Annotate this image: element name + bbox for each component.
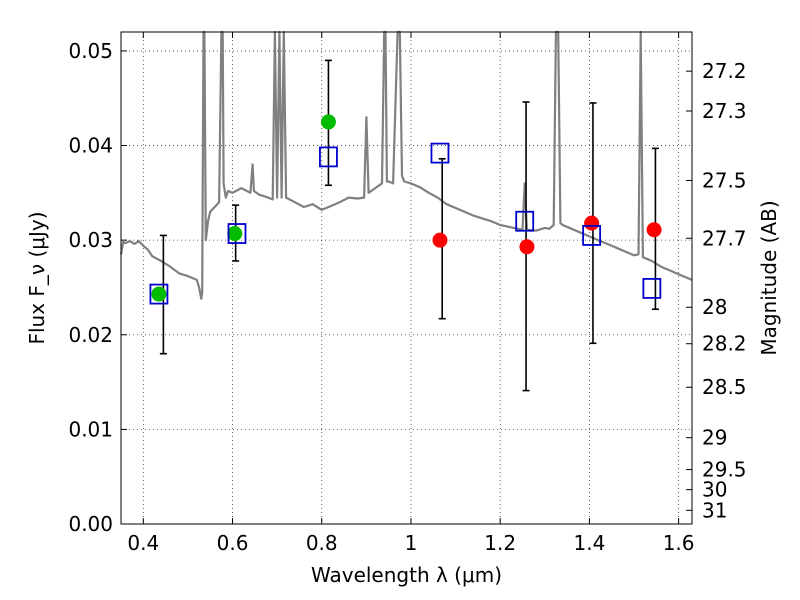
- grid: [121, 32, 692, 525]
- y-tick-label: 0.00: [68, 512, 113, 536]
- model-spectrum: [119, 30, 693, 300]
- data-point-square: [515, 210, 535, 232]
- y2-tick-label: 27.2: [702, 59, 747, 83]
- data-point-circle: [519, 239, 535, 255]
- y2-axis-label: Magnitude (AB): [757, 200, 781, 355]
- data-point-circle: [432, 232, 448, 248]
- y2-tick-label: 31: [702, 498, 727, 522]
- y-axis-label: Flux F_ν (μJy): [25, 211, 49, 344]
- x-tick-label: 1.6: [663, 531, 695, 555]
- y2-tick-label: 27.3: [702, 99, 747, 123]
- y2-tick-label: 27.7: [702, 226, 747, 250]
- data-markers: [149, 114, 662, 305]
- x-tick-label: 1.2: [484, 531, 516, 555]
- y2-tick-label: 28: [702, 295, 727, 319]
- x-axis-label: Wavelength λ (μm): [311, 563, 502, 587]
- y2-tick-label: 27.5: [702, 168, 747, 192]
- x-tick-label: 1.4: [573, 531, 605, 555]
- data-point-circle: [320, 114, 336, 130]
- y2-tick-label: 29.5: [702, 458, 747, 482]
- plot-frame: [120, 31, 693, 525]
- y-tick-label: 0.03: [68, 228, 113, 252]
- x-tick-label: 0.8: [306, 531, 338, 555]
- y-tick-label: 0.05: [68, 39, 113, 63]
- x-tick-label: 0.6: [217, 531, 249, 555]
- data-point-circle: [151, 286, 167, 302]
- y-tick-label: 0.04: [68, 134, 113, 158]
- axis-ticks: [121, 32, 692, 525]
- model-spectrum-line: [119, 30, 693, 300]
- y2-tick-label: 30: [702, 478, 727, 502]
- y2-tick-label: 28.2: [702, 332, 747, 356]
- data-point-square: [430, 142, 450, 164]
- data-point-circle: [646, 222, 662, 238]
- data-point-square: [149, 283, 169, 305]
- y2-tick-label: 28.5: [702, 375, 747, 399]
- data-point-circle: [227, 226, 243, 242]
- data-point-square: [319, 146, 338, 168]
- data-point-square: [582, 225, 602, 246]
- y2-tick-label: 29: [702, 426, 727, 450]
- y-tick-label: 0.01: [68, 417, 113, 441]
- tick-labels: 0.4 0.6 0.8 1 1.2 1.4 1.6 0.00 0.01 0.02 0.03 0.04 0…: [68, 39, 746, 555]
- data-point-square: [642, 278, 662, 299]
- x-tick-label: 1: [405, 531, 418, 555]
- y-tick-label: 0.02: [68, 323, 113, 347]
- x-tick-label: 0.4: [127, 531, 159, 555]
- data-point-square: [227, 223, 247, 244]
- data-point-circle: [584, 215, 600, 231]
